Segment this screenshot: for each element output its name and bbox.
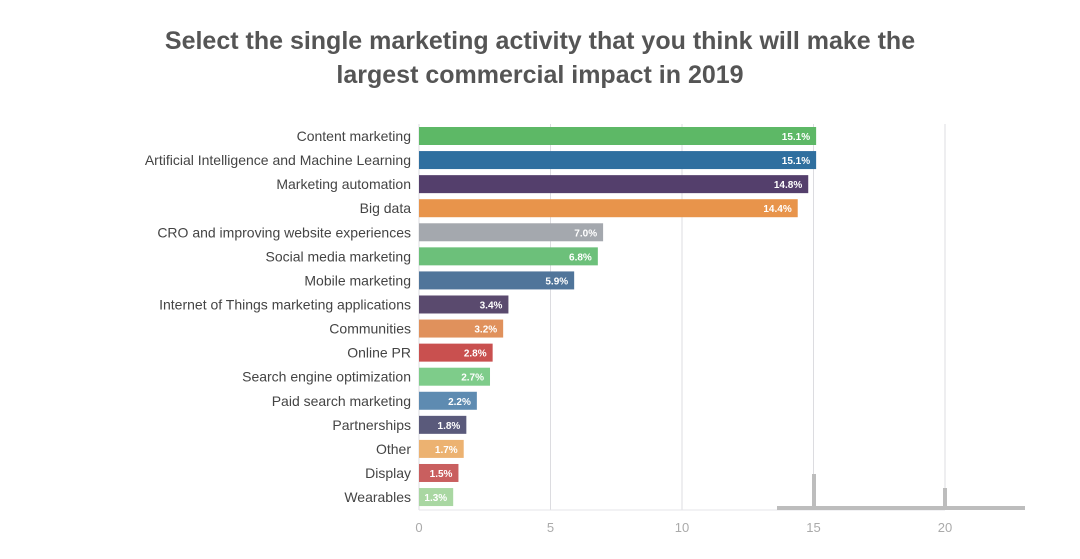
category-label: Display (365, 465, 411, 481)
data-label: 1.8% (438, 421, 461, 432)
category-label: Content marketing (297, 128, 411, 144)
bar (419, 175, 809, 194)
bar (419, 295, 509, 314)
x-tick-label: 20 (938, 520, 952, 535)
bar (419, 151, 817, 170)
bar (419, 199, 798, 218)
bar (419, 463, 459, 482)
category-label: Paid search marketing (272, 393, 411, 409)
bar (419, 127, 817, 145)
bar (419, 439, 464, 458)
category-label: Mobile marketing (304, 272, 411, 288)
bar (419, 319, 504, 338)
data-label: 2.8% (464, 349, 487, 360)
chart-title: Select the single marketing activity tha… (0, 24, 1080, 92)
bar (419, 223, 604, 242)
data-label: 1.7% (435, 445, 458, 456)
data-label: 1.5% (430, 469, 453, 480)
bar (419, 343, 493, 362)
data-label: 15.1% (782, 132, 810, 143)
data-label: 3.4% (480, 300, 503, 311)
x-tick-label: 0 (415, 520, 422, 535)
category-label: Online PR (347, 345, 411, 361)
data-label: 14.4% (763, 204, 791, 215)
data-label: 3.2% (474, 325, 497, 336)
category-label: Internet of Things marketing application… (159, 296, 411, 312)
data-label: 2.7% (461, 373, 484, 384)
bar (419, 247, 598, 266)
category-label: Social media marketing (265, 248, 411, 264)
data-label: 6.8% (569, 252, 592, 263)
category-label: Search engine optimization (242, 369, 411, 385)
bar (419, 415, 467, 434)
x-tick-label: 5 (547, 520, 554, 535)
category-label: Other (376, 441, 411, 457)
bar (419, 391, 477, 410)
category-label: Marketing automation (276, 176, 411, 192)
data-label: 7.0% (574, 228, 597, 239)
bar (419, 271, 575, 290)
category-label: Wearables (344, 489, 411, 505)
data-label: 15.1% (782, 156, 810, 167)
x-tick-label: 10 (675, 520, 689, 535)
bar (419, 367, 491, 386)
category-label: Partnerships (332, 417, 411, 433)
category-label: Artificial Intelligence and Machine Lear… (145, 152, 411, 168)
data-label: 2.2% (448, 397, 471, 408)
data-label: 14.8% (774, 180, 802, 191)
chart-title-line-1: Select the single marketing activity tha… (164, 27, 916, 55)
data-label: 5.9% (545, 276, 568, 287)
data-label: 1.3% (424, 493, 447, 504)
x-tick-label: 15 (806, 520, 820, 535)
chart-title-line-2: largest commercial impact in 2019 (336, 61, 744, 89)
category-label: CRO and improving website experiences (157, 224, 411, 240)
bar (419, 488, 454, 507)
category-label: Big data (360, 200, 412, 216)
category-label: Communities (329, 321, 411, 337)
